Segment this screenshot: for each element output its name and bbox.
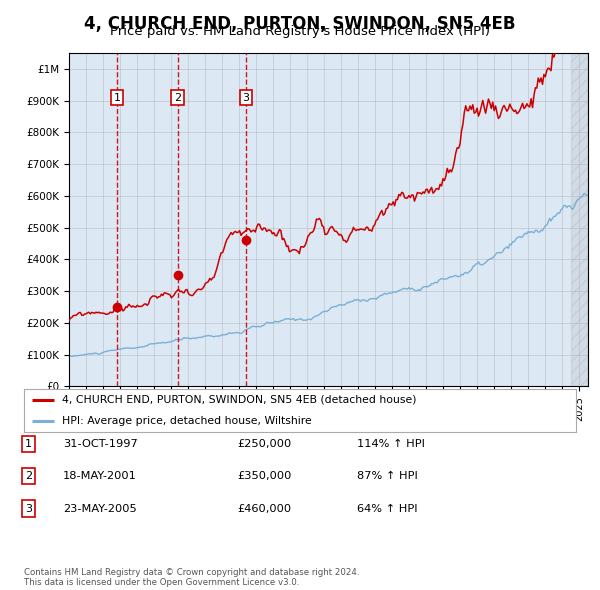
Text: £460,000: £460,000 — [237, 504, 291, 513]
Text: 1: 1 — [113, 93, 121, 103]
Bar — [571, 53, 588, 386]
Text: £350,000: £350,000 — [237, 471, 292, 481]
Text: 23-MAY-2005: 23-MAY-2005 — [63, 504, 137, 513]
Text: Price paid vs. HM Land Registry's House Price Index (HPI): Price paid vs. HM Land Registry's House … — [110, 25, 490, 38]
Text: 2: 2 — [25, 471, 32, 481]
Text: 4, CHURCH END, PURTON, SWINDON, SN5 4EB: 4, CHURCH END, PURTON, SWINDON, SN5 4EB — [84, 15, 516, 33]
Text: 114% ↑ HPI: 114% ↑ HPI — [357, 439, 425, 448]
Text: 3: 3 — [25, 504, 32, 513]
Text: 87% ↑ HPI: 87% ↑ HPI — [357, 471, 418, 481]
Text: 18-MAY-2001: 18-MAY-2001 — [63, 471, 137, 481]
Text: 2: 2 — [174, 93, 181, 103]
Text: Contains HM Land Registry data © Crown copyright and database right 2024.
This d: Contains HM Land Registry data © Crown c… — [24, 568, 359, 587]
Text: £250,000: £250,000 — [237, 439, 291, 448]
Text: 31-OCT-1997: 31-OCT-1997 — [63, 439, 138, 448]
Text: HPI: Average price, detached house, Wiltshire: HPI: Average price, detached house, Wilt… — [62, 416, 311, 426]
Text: 64% ↑ HPI: 64% ↑ HPI — [357, 504, 418, 513]
Text: 1: 1 — [25, 439, 32, 448]
Text: 3: 3 — [242, 93, 250, 103]
Text: 4, CHURCH END, PURTON, SWINDON, SN5 4EB (detached house): 4, CHURCH END, PURTON, SWINDON, SN5 4EB … — [62, 395, 416, 405]
